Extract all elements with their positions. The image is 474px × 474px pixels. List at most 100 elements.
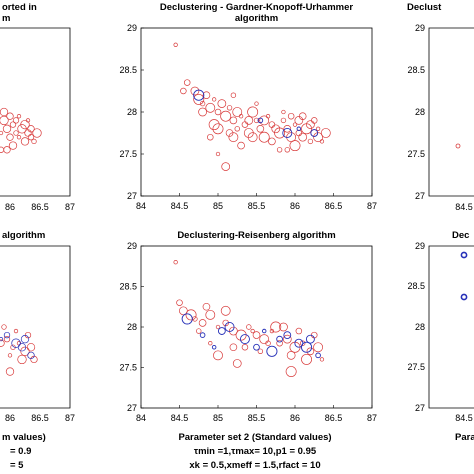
scatter-point-red (319, 357, 325, 362)
scatter-point-red (205, 309, 216, 320)
scatter-point-red (17, 354, 27, 365)
panel-top-right-ytick: 29 (415, 23, 425, 33)
panel-bottom-left-points (0, 324, 38, 376)
scatter-point-red (229, 116, 238, 125)
scatter-point-red (214, 108, 222, 116)
panel-top-right-ytick: 28.5 (407, 65, 425, 75)
scatter-point-red (198, 107, 207, 117)
scatter-point-red (180, 87, 187, 95)
x-tick-label: 86.5 (325, 201, 343, 211)
scatter-point-blue (224, 322, 235, 333)
y-tick-label: 27.5 (119, 363, 137, 373)
scatter-point-red (257, 348, 264, 354)
scatter-point-red (220, 110, 232, 122)
scatter-point-red (6, 133, 14, 141)
scatter-point-red (3, 336, 11, 343)
panel-bottom-right-point (460, 293, 468, 301)
scatter-point-red (0, 339, 5, 347)
scatter-point-red (211, 97, 217, 102)
scatter-point-blue (17, 343, 27, 352)
scatter-point-red (256, 125, 265, 133)
scatter-point-blue (211, 345, 217, 350)
scatter-point-blue (239, 334, 250, 345)
scatter-point-red (298, 132, 308, 142)
x-tick-label: 85.5 (248, 201, 266, 211)
panel-top-left: orted in m 86 86.5 87 (0, 2, 75, 212)
y-tick-label: 28.5 (119, 282, 137, 292)
param-right-line-1: Para (455, 432, 474, 443)
y-tick-label: 28.5 (119, 65, 137, 75)
scatter-point-red (208, 341, 213, 346)
chart-title-line: Declustering - Gardner-Knopoff-Urhammer (160, 2, 353, 13)
y-tick-label: 28 (127, 322, 137, 332)
x-tick-label: 85.5 (248, 413, 266, 423)
panel-top-left-xtick: 86.5 (31, 202, 49, 212)
scatter-point-red (253, 117, 260, 124)
panel-top-left-points (0, 107, 42, 154)
scatter-point-red (313, 342, 324, 353)
chart-title-line: algorithm (235, 13, 278, 24)
panel-bottom-right: Dec 29 28.5 28 27.5 27 84.5 (407, 230, 474, 423)
x-tick-label: 86.5 (325, 413, 343, 423)
param-left-line-3: = 5 (10, 460, 24, 471)
panel-bottom-right-point (460, 251, 468, 259)
scatter-point-red (217, 99, 227, 108)
scatter-point-red (319, 139, 325, 144)
x-tick-label: 86 (290, 201, 300, 211)
scatter-point-red (281, 109, 286, 115)
y-tick-label: 29 (127, 23, 137, 33)
scatter-point-red (283, 125, 292, 133)
scatter-point-red (3, 146, 11, 154)
scatter-point-red (265, 340, 271, 346)
y-tick-label: 27.5 (119, 149, 137, 159)
x-tick-label: 84 (136, 201, 146, 211)
scatter-point-blue (3, 331, 11, 339)
scatter-point-red (301, 353, 312, 365)
param-left-line-2: = 0.9 (10, 446, 31, 457)
parameter-text: m values) = 0.9 = 5 Parameter set 2 (Sta… (2, 432, 474, 471)
scatter-point-blue (305, 334, 315, 344)
scatter-point-red (190, 86, 200, 96)
panel-top-right-point (455, 143, 461, 149)
scatter-point-red (196, 328, 202, 334)
plot-frame (140, 245, 373, 409)
scatter-point-red (254, 101, 259, 106)
x-tick-label: 87 (367, 201, 377, 211)
panel-bottom-right-title: Dec (452, 230, 469, 241)
panel-top-right-xtick: 84.5 (455, 202, 473, 212)
scatter-point-red (315, 126, 321, 131)
scatter-point-red (205, 102, 216, 113)
scatter-point-red (208, 119, 220, 131)
param-center-line-3: xk = 0.5,xmeff = 1.5,rfact = 10 (189, 460, 320, 471)
scatter-point-red (306, 347, 315, 356)
scatter-point-blue (276, 335, 283, 343)
scatter-point-blue (282, 127, 293, 138)
scatter-point-red (16, 135, 22, 140)
scatter-point-red (13, 328, 19, 334)
panel-top-left-xtick: 86 (5, 202, 15, 212)
scatter-point-red (202, 302, 211, 311)
scatter-point-red (20, 119, 30, 130)
scatter-point-red (183, 79, 191, 86)
scatter-point-blue (300, 341, 313, 353)
scatter-point-red (173, 260, 178, 265)
scatter-point-red (215, 151, 221, 157)
scatter-point-red (259, 115, 270, 126)
scatter-point-red (230, 92, 237, 98)
scatter-point-red (1, 324, 7, 330)
scatter-point-blue (193, 89, 205, 101)
scatter-point-red (282, 334, 292, 344)
scatter-point-red (20, 137, 30, 146)
scatter-point-red (307, 138, 314, 145)
panel-top-left-title-2: m (2, 13, 10, 24)
panel-top-left-title-1: orted in (2, 2, 37, 13)
panel-bottom-right-xtick: 84.5 (455, 413, 473, 423)
scatter-point-red (26, 343, 36, 352)
scatter-point-red (252, 331, 261, 339)
scatter-point-red (244, 116, 254, 125)
scatter-point-red (232, 107, 243, 117)
scatter-point-red (27, 134, 35, 141)
scatter-point-red (13, 130, 19, 136)
scatter-point-red (2, 124, 12, 133)
scatter-point-blue (253, 343, 260, 351)
